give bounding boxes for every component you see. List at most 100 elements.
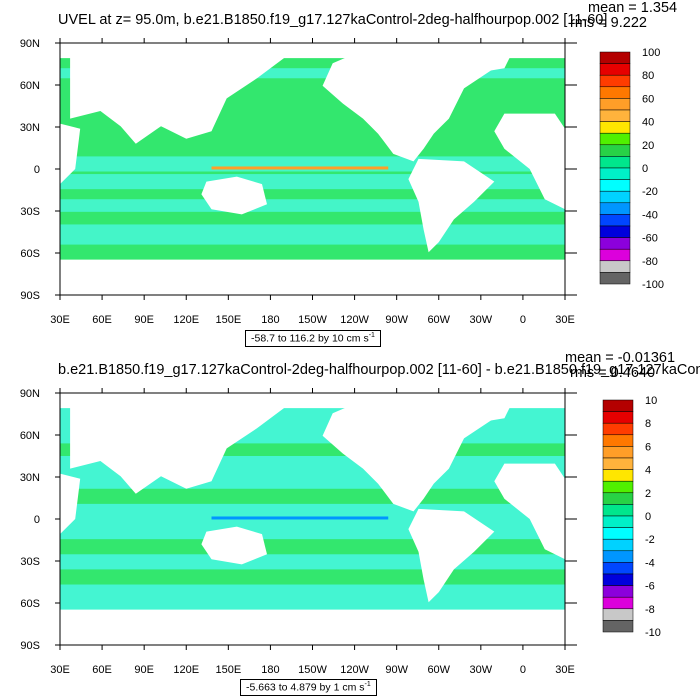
colorbar-swatch [602,422,634,436]
land-australia [201,176,267,215]
colorbar-swatch [599,63,631,76]
colorbar-label: -8 [645,604,655,616]
lat-tick-label: 30N [20,122,40,134]
colorbar-swatch [599,132,631,146]
lat-tick-label: 60S [20,248,40,260]
land-greenland [459,398,515,424]
colorbar-swatch [602,515,634,528]
lat-tick-label: 90S [20,290,40,302]
colorbar-swatch [602,620,634,633]
map-plot: 30E 60E 90E 120E 150E 180 150W 120W 90W 60W 30W 0 30… [20,388,661,676]
land-south-america [408,508,495,603]
lon-tick-label: 180 [261,664,279,676]
lon-tick-label: 90W [385,664,408,676]
land-greenland [459,48,515,74]
lon-tick-label: 90W [385,314,408,326]
colorbar-label: -40 [642,209,658,221]
top-panel: UVEL at z= 95.0m, b.e21.B1850.f19_g17.12… [20,0,678,347]
colorbar-swatch [599,51,631,64]
land-africa [494,463,565,560]
lon-tick-label: 150W [298,664,327,676]
colorbar-swatch [602,434,634,447]
land-north-america [322,48,495,162]
map-plot: 30E 60E 90E 120E 150E 180 150W 120W 90W 60W 30W 0 30… [20,38,664,326]
range-text: -58.7 to 116.2 by 10 cm s [251,332,369,345]
colorbar-swatch [602,596,634,610]
colorbar-label: -20 [642,186,658,198]
colorbar-swatch [602,492,634,505]
lat-tick-label: 90N [20,38,40,50]
colorbar-label: -2 [645,534,655,546]
colorbar-swatch [599,202,631,215]
lon-tick-label: 90E [134,664,154,676]
land-eurasia [70,398,288,494]
mean-stat: mean = 1.354 [588,0,678,16]
range-text: -5.663 to 4.879 by 1 cm s [246,681,365,694]
lat-tick-label: 90S [20,640,40,652]
colorbar-swatch [602,504,634,517]
colorbar-swatch [599,248,631,262]
rms-stat: rms = 9.222 [570,15,647,31]
range-unit-superscript: -1 [364,681,371,688]
equatorial-current [211,166,389,170]
lon-tick-label: 0 [520,314,526,326]
colorbar-label: 6 [645,441,651,453]
lat-tick-label: 60S [20,598,40,610]
lon-tick-label: 120E [173,314,199,326]
colorbar-label: -10 [645,627,661,639]
colorbar-label: 60 [642,93,654,105]
contour-range-box: -58.7 to 116.2 by 10 cm s-1 [245,330,381,347]
lat-tick-label: 60N [20,430,40,442]
mean-stat: mean = -0.01361 [565,350,676,366]
land-eurasia [70,48,288,144]
lon-tick-label: 30E [50,664,70,676]
colorbar-label: -60 [642,233,658,245]
colorbar-label: 80 [642,70,654,82]
lon-tick-label: 60E [92,314,112,326]
colorbar-swatch [599,144,631,157]
colorbar-swatch [599,109,631,122]
colorbar-label: -80 [642,256,658,268]
contour-range-box: -5.663 to 4.879 by 1 cm s-1 [240,679,377,696]
colorbar-swatch [602,550,634,563]
lon-tick-label: 120W [340,664,369,676]
colorbar-swatch [602,527,634,540]
bottom-panel: b.e21.B1850.f19_g17.127kaControl-2deg-ha… [0,350,700,700]
land-africa [494,113,565,210]
colorbar-swatch [602,469,634,482]
lon-tick-label: 30E [555,314,575,326]
land-antarctica [60,259,565,295]
colorbar-swatch [599,214,631,227]
current-band [60,199,565,212]
rms-stat: rms = 0.4640 [570,365,656,381]
land-north-america [322,398,495,512]
colorbar-label: 0 [645,511,651,523]
colorbar-swatch [599,156,631,169]
colorbar-swatch [602,573,634,586]
lon-tick-label: 30E [50,314,70,326]
colorbar-label: 40 [642,117,654,129]
colorbar-swatch [599,260,631,273]
colorbar-label: -6 [645,581,655,593]
land-south-america [408,158,495,253]
lon-tick-label: 60W [427,664,450,676]
lon-tick-label: 150W [298,314,327,326]
colorbar-swatch [599,98,631,111]
lon-tick-label: 60E [92,664,112,676]
colorbar-label: -100 [642,279,664,291]
colorbar-swatch [602,411,634,424]
lon-tick-label: 180 [261,314,279,326]
colorbar-label: 10 [645,395,657,407]
colorbar-label: 2 [645,488,651,500]
colorbar-swatch [602,585,634,598]
colorbar-swatch [602,538,634,552]
lon-tick-label: 0 [520,664,526,676]
colorbar-swatch [599,190,631,204]
colorbar-swatch [602,480,634,494]
colorbar-swatch [599,121,631,134]
lat-tick-label: 0 [34,514,40,526]
current-band [60,224,565,245]
land-antarctica [60,609,565,645]
lat-tick-label: 30N [20,472,40,484]
colorbar-swatch [599,74,631,88]
